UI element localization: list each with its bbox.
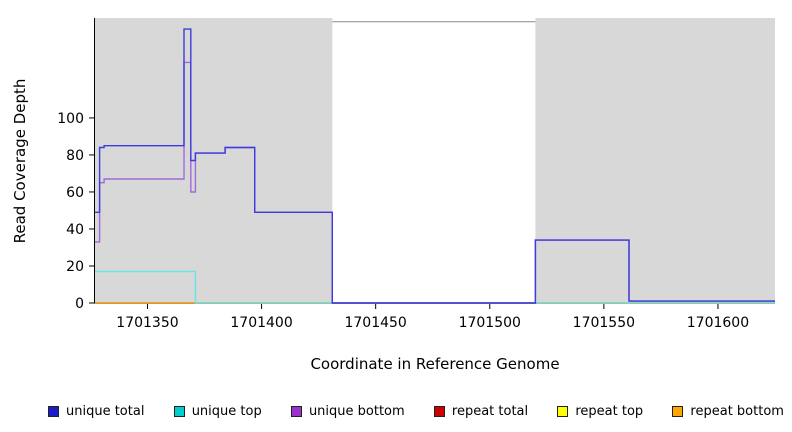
legend-item-unique-top: unique top xyxy=(173,403,262,419)
x-axis-title: Coordinate in Reference Genome xyxy=(310,355,560,373)
legend-swatch xyxy=(290,405,302,417)
legend-item-repeat-total: repeat total xyxy=(433,403,529,419)
legend-item-unique-bottom: unique bottom xyxy=(290,403,405,419)
legend-swatch xyxy=(433,405,445,417)
y-tick-label: 100 xyxy=(57,111,84,127)
legend-swatch xyxy=(173,405,185,417)
legend-label: repeat bottom xyxy=(690,403,784,419)
y-tick-label: 60 xyxy=(66,185,84,201)
legend-label: unique bottom xyxy=(308,403,405,419)
legend-label: repeat total xyxy=(451,403,529,419)
legend-item-unique-total: unique total xyxy=(48,404,144,419)
x-tick-label: 1701450 xyxy=(344,315,406,331)
legend-label: unique total xyxy=(66,403,145,419)
x-tick-label: 1701550 xyxy=(573,315,635,331)
legend-label: unique top xyxy=(191,403,262,419)
y-tick-label: 80 xyxy=(66,148,84,164)
legend-swatch xyxy=(557,405,569,417)
x-tick-label: 1701500 xyxy=(459,315,521,331)
legend-item-repeat-bottom: repeat bottom xyxy=(672,404,784,419)
shaded-region xyxy=(95,18,333,303)
series-line-unique-total xyxy=(95,28,775,304)
x-tick-label: 1701600 xyxy=(687,315,749,331)
legend-swatch xyxy=(672,405,684,417)
x-tick-label: 1701350 xyxy=(116,315,178,331)
y-axis-title: Read Coverage Depth xyxy=(11,78,29,244)
y-tick-label: 40 xyxy=(66,222,84,238)
shaded-region xyxy=(535,18,775,303)
legend-label: repeat top xyxy=(575,403,644,419)
legend-swatch xyxy=(48,405,59,417)
legend: unique total unique top unique bottom repea… xyxy=(48,400,784,422)
legend-item-repeat-top: repeat top xyxy=(557,404,643,419)
y-tick-label: 0 xyxy=(75,296,84,312)
y-tick-label: 20 xyxy=(66,259,84,275)
x-tick-label: 1701400 xyxy=(230,315,292,331)
